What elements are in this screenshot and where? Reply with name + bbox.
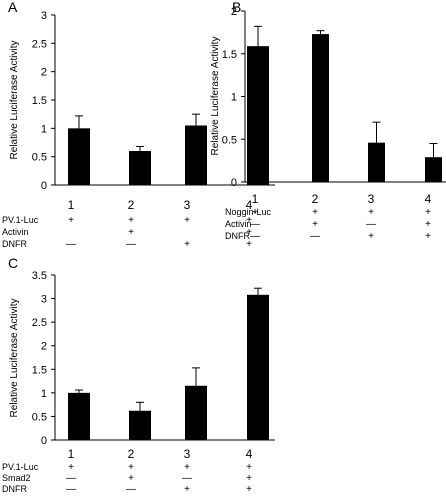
bar [185,125,207,185]
bar [185,385,207,440]
condition-sign: + [246,215,252,226]
bar [68,128,90,185]
bar [312,34,329,183]
condition-sign: + [368,207,374,218]
condition-sign: + [184,462,190,473]
condition-sign: — [66,484,76,495]
condition-sign: + [128,462,134,473]
y-tick-label: 2.5 [32,317,47,329]
condition-sign: — [66,239,76,250]
y-axis-title: Relative Luciferase Activity [9,41,20,160]
bar [252,96,269,182]
condition-label: Smad2 [2,473,31,483]
condition-sign: + [128,473,134,484]
condition-sign: + [184,484,190,495]
y-tick-label: 3 [41,294,47,306]
chart-panel-b: B 0 0.5 1 1.5 2 Relative Luciferase Activity 1 2… [210,0,446,242]
category-label: 2 [312,192,319,206]
category-label: 4 [246,198,253,212]
condition-label: DNFR [2,484,27,494]
condition-sign: + [246,239,252,250]
condition-sign: — [182,473,192,484]
category-label: 3 [184,447,191,461]
condition-sign: + [425,207,431,218]
condition-sign: + [68,462,74,473]
bar [247,294,269,440]
condition-sign: + [246,462,252,473]
condition-sign: + [246,484,252,495]
y-tick-label: 3 [41,10,47,22]
condition-sign: + [252,207,258,218]
y-tick-label: 0.5 [222,134,237,146]
bar [425,157,442,182]
y-tick-label: 0 [41,180,47,192]
y-tick-label: 2.5 [32,38,47,50]
condition-sign: + [312,219,318,230]
bar [68,392,90,440]
chart-panel-c: C 0 0.5 1 1.5 2 2.5 3 3.5 Relative Luciferase Act… [2,255,275,495]
condition-sign: + [425,219,431,230]
y-tick-label: 1.5 [222,49,237,61]
condition-sign: + [128,227,134,238]
condition-label: PV.1-Luc [2,462,39,472]
category-label: 2 [128,198,135,212]
condition-sign: + [368,231,374,242]
category-label: 4 [246,447,253,461]
y-tick-label: 2 [231,6,237,18]
condition-sign: + [425,231,431,242]
condition-sign: + [312,207,318,218]
y-tick-label: 0.5 [32,152,47,164]
y-tick-label: 1.5 [32,364,47,376]
condition-sign: — [310,231,320,242]
condition-sign: + [246,473,252,484]
category-label: 3 [184,198,191,212]
condition-sign: + [128,215,134,226]
panel-label: B [232,0,241,15]
y-tick-label: 1 [41,123,47,135]
y-tick-label: 2 [41,341,47,353]
condition-sign: — [126,239,136,250]
category-label: 1 [68,198,75,212]
condition-label: Activin [225,219,252,229]
condition-sign: + [184,215,190,226]
condition-sign: — [250,231,260,242]
panel-label: A [8,0,18,15]
bar [129,151,151,185]
condition-sign: — [66,473,76,484]
category-label: 4 [425,192,432,206]
y-tick-label: 0.5 [32,411,47,423]
condition-sign: — [366,219,376,230]
condition-sign: + [184,239,190,250]
y-tick-label: 1 [231,92,237,104]
condition-sign: + [68,215,74,226]
y-tick-label: 0 [41,435,47,447]
y-axis-title: Relative Luciferase Activity [9,299,20,418]
condition-label: PV.1-Luc [2,215,39,225]
panel-label: C [8,255,18,271]
condition-label: DNFR [2,239,27,249]
y-tick-label: 3.5 [32,270,47,282]
category-label: 1 [252,192,259,206]
condition-sign: — [250,219,260,230]
condition-label: DNFR [225,231,250,241]
category-label: 1 [68,447,75,461]
y-axis-title: Relative Luciferase Activity [210,37,221,156]
y-tick-label: 1.5 [32,95,47,107]
category-label: 2 [128,447,135,461]
y-tick-label: 2 [41,67,47,79]
y-tick-label: 1 [41,388,47,400]
condition-sign: — [126,484,136,495]
condition-sign: + [246,227,252,238]
bar [368,142,385,182]
condition-label: Noggin-Luc [225,207,272,217]
condition-label: Activin [2,227,29,237]
y-tick-label: 0 [231,177,237,189]
bar [129,410,151,440]
category-label: 3 [368,192,375,206]
